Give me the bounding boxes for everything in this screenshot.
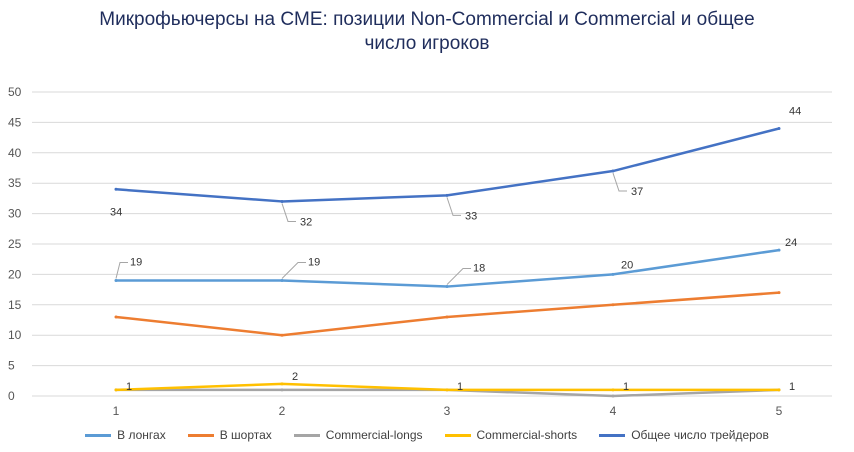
data-label: 1 [623,381,629,393]
legend-item: В шортах [187,428,272,442]
data-label: 1 [126,381,132,393]
legend-label: В шортах [219,428,272,442]
series-line-0 [114,248,781,288]
chart-title-line-1: Микрофьючерсы на CME: позиции Non-Commer… [99,9,755,30]
data-point [114,187,118,191]
data-point [280,382,284,386]
data-point [114,278,118,282]
data-point [777,126,781,130]
label-callout [115,261,128,279]
y-tick-label: 5 [8,359,15,373]
data-label: 18 [473,263,485,275]
data-point [611,394,615,398]
data-label: 1 [789,381,795,393]
chart-title: Микрофьючерсы на CME: позиции Non-Commer… [0,8,854,56]
label-callout [612,172,627,192]
data-label: 19 [308,256,320,268]
data-point [280,199,284,203]
label-callout [281,261,306,279]
data-label: 19 [130,256,142,268]
y-tick-label: 20 [8,267,22,281]
x-tick-label: 1 [113,404,120,418]
data-point [777,291,781,295]
y-tick-label: 0 [8,389,15,403]
data-label: 32 [300,216,312,228]
label-callout [446,197,461,216]
legend-swatch [187,433,214,437]
data-label: 33 [465,210,477,222]
data-point [280,333,284,337]
series-line-1 [114,291,781,337]
y-tick-label: 10 [8,328,22,342]
legend-swatch [599,433,626,437]
data-point [445,285,449,289]
data-point [611,388,615,392]
series-line-4 [114,127,781,203]
data-point [611,272,615,276]
y-tick-label: 25 [8,237,22,251]
data-point [611,303,615,307]
data-point [114,315,118,319]
data-label: 2 [292,371,298,383]
legend-swatch [293,433,320,437]
legend-item: Общее число трейдеров [599,428,769,442]
y-tick-label: 40 [8,146,22,160]
data-point [114,388,118,392]
data-point [611,169,615,173]
y-tick-label: 15 [8,298,22,312]
x-tick-label: 4 [610,404,617,418]
legend-swatch [444,433,471,437]
chart-legend: В лонгах В шортах Commercial-longs Commerci… [0,428,854,442]
chart-title-line-2: число игроков [364,33,490,54]
y-tick-label: 35 [8,176,22,190]
legend-item: Commercial-shorts [444,428,578,442]
y-tick-label: 50 [8,85,22,99]
data-point [280,278,284,282]
x-tick-label: 3 [444,404,451,418]
data-label: 44 [789,105,801,117]
x-tick-label: 5 [776,404,783,418]
legend-item: Commercial-longs [293,428,423,442]
y-tick-label: 45 [8,115,22,129]
legend-label: Commercial-longs [325,428,423,442]
data-point [445,315,449,319]
legend-label: Общее число трейдеров [631,428,769,442]
data-point [777,248,781,252]
label-callout [446,268,471,285]
data-point [445,388,449,392]
legend-item: В лонгах [85,428,166,442]
data-label: 24 [785,237,797,249]
data-point [280,388,284,392]
data-point [777,388,781,392]
legend-label: В лонгах [117,428,166,442]
data-point [445,193,449,197]
label-callout [281,203,296,222]
data-label: 1 [457,381,463,393]
legend-label: Commercial-shorts [476,428,578,442]
data-label: 37 [631,186,643,198]
data-label: 20 [621,259,633,271]
data-label: 34 [110,206,122,218]
legend-swatch [85,433,112,437]
x-tick-label: 2 [279,404,286,418]
y-tick-label: 30 [8,207,22,221]
